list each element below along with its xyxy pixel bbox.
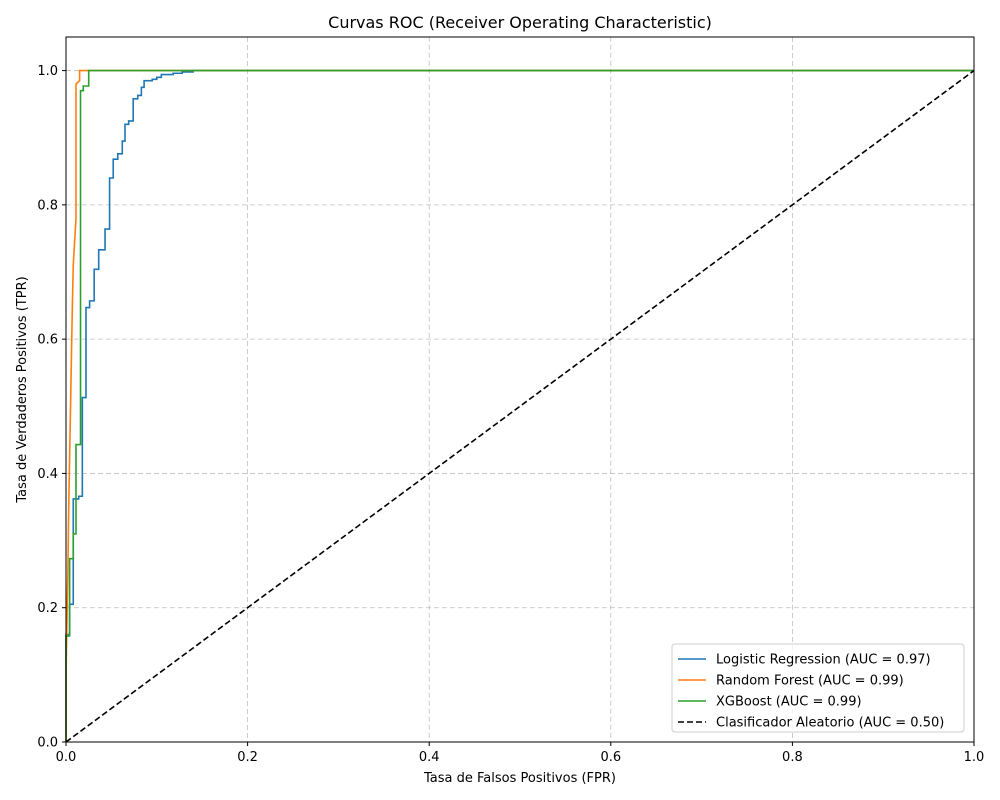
legend: Logistic Regression (AUC = 0.97) Random F… <box>671 643 965 733</box>
y-tick-label: 0.4 <box>37 467 58 482</box>
chart-title: Curvas ROC (Receiver Operating Character… <box>328 13 712 32</box>
plot-frame <box>65 36 975 743</box>
legend-label-1: Random Forest (AUC = 0.99) <box>716 674 904 689</box>
x-tick-label: 0.8 <box>782 750 803 765</box>
legend-label-3: Clasificador Aleatorio (AUC = 0.50) <box>716 716 944 731</box>
y-tick-label: 0.6 <box>37 333 58 348</box>
x-tick-label: 0.4 <box>419 750 440 765</box>
x-tick-label: 0.0 <box>56 750 77 765</box>
series-line-2 <box>65 69 974 742</box>
y-axis-label: Tasa de Verdaderos Positivos (TPR) <box>15 276 30 503</box>
y-tick-label: 0.0 <box>37 736 58 751</box>
x-tick-label: 1.0 <box>964 750 985 765</box>
legend-label-0: Logistic Regression (AUC = 0.97) <box>716 653 931 668</box>
x-tick-label: 0.6 <box>600 750 621 765</box>
series-line-0 <box>65 69 974 742</box>
legend-label-2: XGBoost (AUC = 0.99) <box>716 695 862 710</box>
series-line-3 <box>65 69 975 743</box>
y-tick-label: 1.0 <box>37 64 58 79</box>
y-tick-label: 0.8 <box>37 198 58 213</box>
x-axis-label: Tasa de Falsos Positivos (FPR) <box>423 771 616 786</box>
legend-box <box>671 643 965 733</box>
series-line-1 <box>65 69 974 742</box>
axis-ticks: 0.0 0.2 0.4 0.6 0.8 1.0 0.0 0.2 0.4 0.6 0.8 1.0 <box>37 64 984 765</box>
y-tick-label: 0.2 <box>37 601 58 616</box>
series-lines <box>65 69 975 743</box>
x-tick-label: 0.2 <box>237 750 258 765</box>
